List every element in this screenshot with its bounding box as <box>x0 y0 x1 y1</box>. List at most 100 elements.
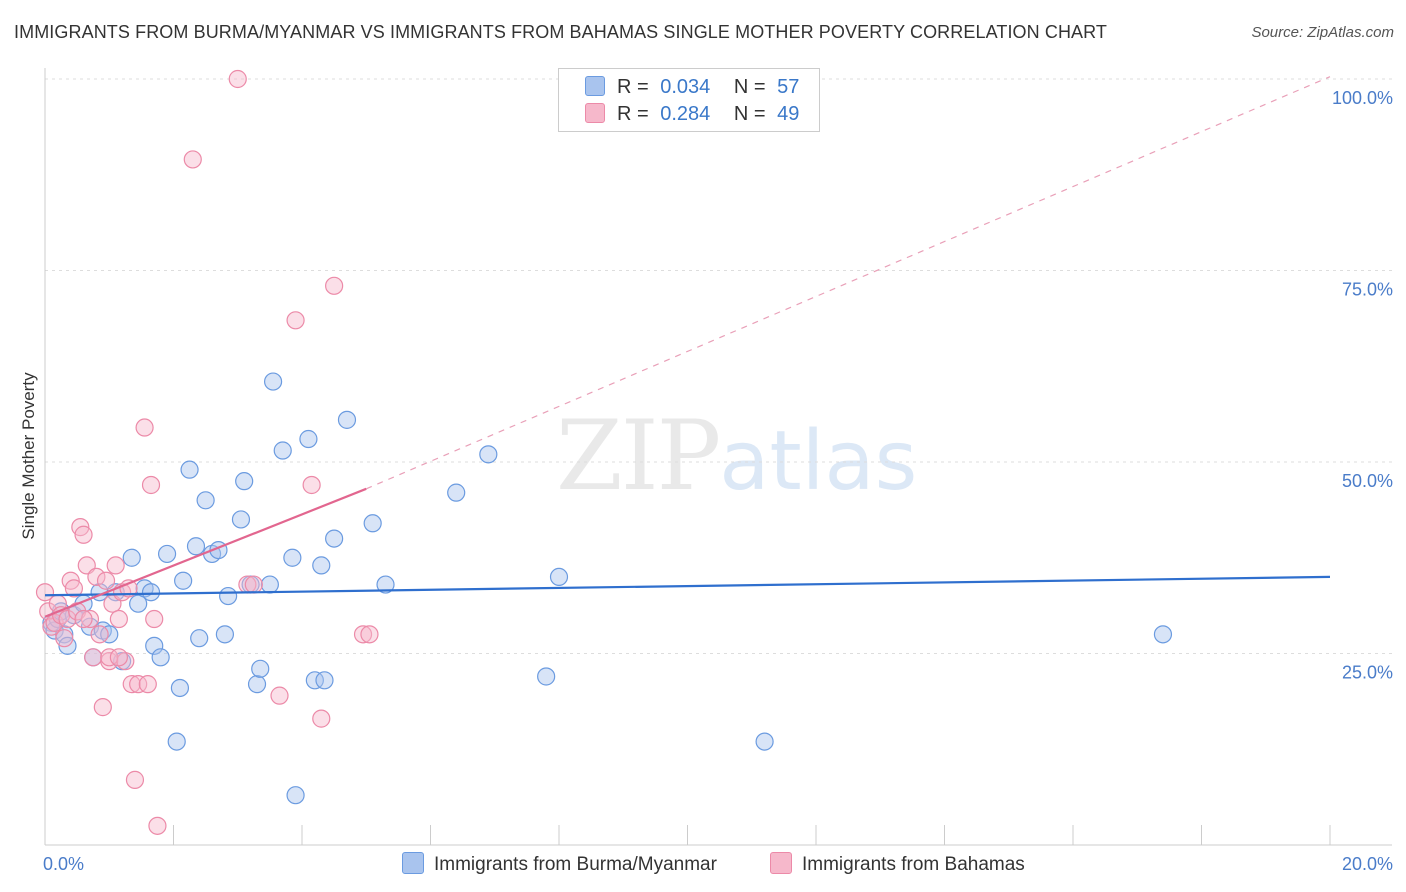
legend-swatch-bahamas <box>585 103 605 123</box>
burma-point <box>170 678 190 698</box>
bahamas-point <box>141 475 161 495</box>
legend-swatch-burma <box>585 76 605 96</box>
x-tick-label: 0.0% <box>43 854 84 874</box>
bahamas-point <box>90 625 109 644</box>
data-points <box>35 69 1173 835</box>
axis-labels: 25.0% 50.0% 75.0% 100.0% 0.0% 20.0% Single Mot… <box>19 88 1393 874</box>
burma-point <box>247 675 267 694</box>
y-axis-label: Single Mother Poverty <box>19 372 38 540</box>
burma-point <box>273 441 292 460</box>
burma-point <box>219 586 238 606</box>
bahamas-point <box>84 648 103 667</box>
burma-point <box>122 548 141 567</box>
watermark-zip: ZIP <box>556 400 721 512</box>
bahamas-point <box>138 675 157 694</box>
bahamas-point <box>35 583 55 602</box>
burma-point <box>251 659 270 678</box>
bottom-legend-label-burma: Immigrants from Burma/Myanmar <box>434 854 717 875</box>
burma-point <box>325 529 344 548</box>
legend-row-bahamas: R = 0.284 N = 49 <box>585 103 799 125</box>
trend-lines <box>44 76 1331 618</box>
bahamas-point <box>109 609 128 629</box>
burma-point <box>1153 625 1173 644</box>
burma-point <box>479 445 498 464</box>
bottom-legend-burma: Immigrants from Burma/Myanmar <box>402 852 717 876</box>
burma-point <box>167 732 186 751</box>
burma-point <box>145 636 164 655</box>
legend-n-label: N = <box>733 76 766 98</box>
bahamas-point <box>96 571 116 590</box>
x-tick-label: 20.0% <box>1342 854 1393 874</box>
bahamas-point <box>228 69 247 89</box>
y-tick-label: 100.0% <box>1332 88 1393 108</box>
axes <box>44 68 1392 846</box>
legend-n-value: 49 <box>777 103 800 125</box>
bahamas-point <box>129 675 148 694</box>
burma-point <box>215 625 234 644</box>
bahamas-trend-line <box>44 487 367 618</box>
bahamas-point <box>135 418 154 437</box>
bahamas-point <box>312 709 331 728</box>
bahamas-point <box>183 150 202 169</box>
bottom-legend-swatch-bahamas <box>770 852 792 874</box>
y-tick-label: 25.0% <box>1342 663 1393 683</box>
burma-point <box>235 472 254 491</box>
burma-point <box>231 510 251 529</box>
burma-point <box>190 629 209 648</box>
burma-point <box>549 567 569 587</box>
burma-point <box>174 571 193 590</box>
burma-point <box>537 667 556 686</box>
burma-point <box>755 732 774 751</box>
burma-point <box>315 671 334 690</box>
legend-n-value: 57 <box>777 76 800 98</box>
legend-r-value: 0.284 <box>660 103 711 125</box>
bahamas-point <box>270 686 289 705</box>
bahamas-point <box>100 648 119 667</box>
watermark: ZIPatlas <box>556 400 917 512</box>
legend-r-value: 0.034 <box>660 76 711 98</box>
bahamas-point <box>353 625 373 644</box>
burma-point <box>305 671 324 690</box>
burma-point <box>141 583 161 602</box>
bahamas-point <box>109 648 128 667</box>
correlation-legend: R = 0.034 N = 57 R = 0.284 N = 49 <box>558 68 820 132</box>
bahamas-point <box>100 652 119 671</box>
bottom-legend-bahamas: Immigrants from Bahamas <box>770 852 1025 876</box>
bahamas-point <box>360 625 379 644</box>
bahamas-point <box>74 525 93 544</box>
y-tick-label: 50.0% <box>1342 471 1393 491</box>
bahamas-point <box>87 567 106 587</box>
burma-point <box>196 491 215 510</box>
bahamas-point <box>286 311 305 330</box>
bahamas-point <box>55 629 74 648</box>
chart-title: IMMIGRANTS FROM BURMA/MYANMAR VS IMMIGRA… <box>14 22 1108 42</box>
bottom-legend-label-bahamas: Immigrants from Bahamas <box>802 854 1025 875</box>
bahamas-point <box>58 609 77 629</box>
burma-point <box>157 544 177 564</box>
burma-point <box>260 575 279 594</box>
burma-point <box>263 372 283 391</box>
legend-row-burma: R = 0.034 N = 57 <box>585 76 799 98</box>
bahamas-point <box>122 675 141 694</box>
burma-point <box>376 575 395 594</box>
bottom-legend-swatch-burma <box>402 852 424 874</box>
bahamas-point <box>106 556 125 575</box>
bahamas-point <box>64 579 84 598</box>
burma-point <box>151 648 170 667</box>
bahamas-point <box>80 609 100 629</box>
bahamas-point <box>325 276 344 295</box>
burma-point <box>129 594 148 613</box>
y-tick-label: 75.0% <box>1342 280 1393 300</box>
bahamas-point <box>148 816 167 835</box>
burma-point <box>286 786 305 805</box>
burma-point <box>337 410 357 429</box>
source-credit: Source: ZipAtlas.com <box>1251 24 1394 41</box>
burma-point <box>312 556 331 575</box>
burma-point <box>299 429 318 449</box>
legend-r-label: R = <box>617 76 649 98</box>
burma-point <box>447 483 466 502</box>
bahamas-point <box>244 575 263 594</box>
bahamas-point <box>74 609 93 629</box>
burma-point <box>100 625 119 644</box>
